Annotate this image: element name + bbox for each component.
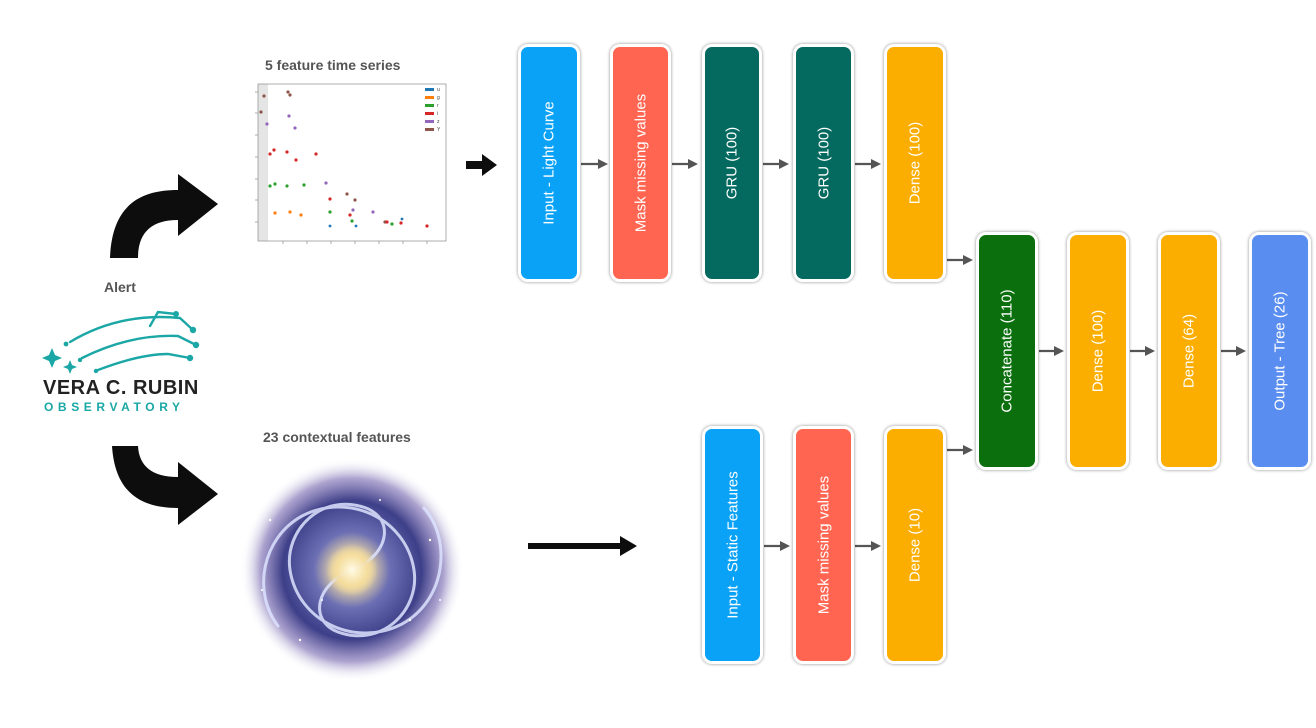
curved-arrow-up-icon [110,174,218,258]
concatenate-block: Concatenate (110) [976,232,1038,470]
dense-10-label: Dense (10) [906,507,924,583]
legend-g: g [437,95,440,101]
input-static-features-label: Input - Static Features [724,471,741,619]
rubin-logo-line2: OBSERVATORY [44,400,185,414]
mask-missing-values-top-label: Mask missing values [632,93,649,233]
legend-u: u [437,87,440,93]
legend-r: r [437,103,439,109]
mask-missing-values-bottom-label: Mask missing values [815,475,832,615]
dense-100-merge-label: Dense (100) [1089,309,1107,393]
time-series-label: 5 feature time series [265,57,401,73]
mask-missing-values-bottom-block: Mask missing values [793,426,854,664]
dense-64-label: Dense (64) [1180,313,1198,389]
output-tree-block: Output - Tree (26) [1249,232,1311,470]
gru-2-label: GRU (100) [815,126,832,200]
input-light-curve-label: Input - Light Curve [540,101,558,225]
legend-z: z [437,119,440,125]
dense-100-merge-block: Dense (100) [1067,232,1129,470]
input-light-curve-block: Input - Light Curve [518,44,580,282]
long-arrow-icon [528,536,637,556]
dense-64-block: Dense (64) [1158,232,1220,470]
curved-arrow-down-icon [112,446,218,525]
dense-10-block: Dense (10) [884,426,946,664]
alert-label: Alert [104,279,136,295]
rubin-logo-line1: VERA C. RUBIN [43,377,199,399]
gru-1-label: GRU (100) [723,126,741,200]
legend-y: Y [437,127,441,133]
concatenate-label: Concatenate (110) [998,289,1016,413]
small-arrow-icon [466,154,497,176]
gru-1-block: GRU (100) [702,44,762,282]
dense-100-top-block: Dense (100) [884,44,946,282]
contextual-features-label: 23 contextual features [263,429,411,445]
dense-100-top-label: Dense (100) [906,121,924,205]
legend-i: i [437,111,438,117]
input-static-features-block: Input - Static Features [702,426,763,664]
gru-2-block: GRU (100) [793,44,854,282]
mask-missing-values-top-block: Mask missing values [610,44,671,282]
output-tree-label: Output - Tree (26) [1271,291,1289,411]
